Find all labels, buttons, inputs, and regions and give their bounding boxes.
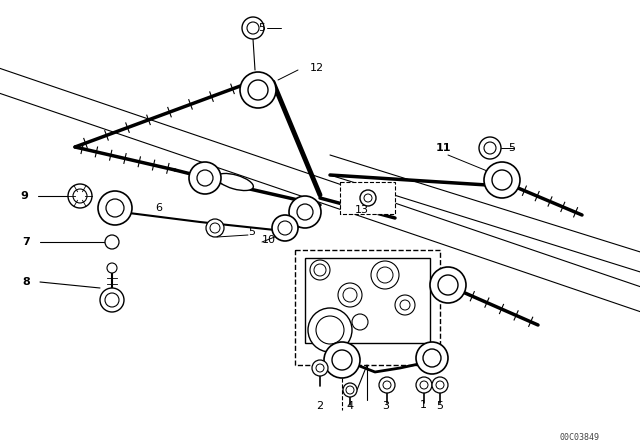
Circle shape [352,314,368,330]
Ellipse shape [433,276,463,293]
FancyBboxPatch shape [305,258,430,343]
Circle shape [240,72,276,108]
Circle shape [297,204,313,220]
Circle shape [310,260,330,280]
Circle shape [430,267,466,303]
Circle shape [289,196,321,228]
Circle shape [360,190,376,206]
Circle shape [197,170,213,186]
Text: 8: 8 [22,277,29,287]
Text: 4: 4 [346,401,353,411]
Text: 2: 2 [316,401,323,411]
Circle shape [316,364,324,372]
Circle shape [105,293,119,307]
Circle shape [189,162,221,194]
Circle shape [272,215,298,241]
Circle shape [420,381,428,389]
Text: 00C03849: 00C03849 [560,434,600,443]
Circle shape [346,386,354,394]
Circle shape [308,308,352,352]
Circle shape [248,80,268,100]
Text: 3: 3 [382,401,389,411]
Text: 5: 5 [508,143,515,153]
Circle shape [395,295,415,315]
Circle shape [98,191,132,225]
Circle shape [416,377,432,393]
Ellipse shape [101,300,123,308]
Circle shape [107,263,117,273]
Text: 7: 7 [22,237,29,247]
Circle shape [400,300,410,310]
Circle shape [338,283,362,307]
Circle shape [438,275,458,295]
Circle shape [247,22,259,34]
Circle shape [364,194,372,202]
Text: 5: 5 [248,227,255,237]
Ellipse shape [216,173,253,190]
Text: 10: 10 [262,235,276,245]
Circle shape [73,189,87,203]
Circle shape [436,381,444,389]
Circle shape [377,267,393,283]
Circle shape [105,235,119,249]
Circle shape [423,349,441,367]
Circle shape [314,264,326,276]
Circle shape [312,360,328,376]
Circle shape [343,288,357,302]
Circle shape [106,199,124,217]
FancyBboxPatch shape [340,182,395,214]
Text: 9: 9 [20,191,28,201]
Circle shape [371,261,399,289]
Ellipse shape [325,349,359,371]
FancyBboxPatch shape [295,250,440,365]
Circle shape [332,350,352,370]
Circle shape [324,342,360,378]
Circle shape [206,219,224,237]
Text: 1: 1 [420,400,427,410]
Text: 5: 5 [436,401,443,411]
Circle shape [278,221,292,235]
Circle shape [100,288,124,312]
Circle shape [379,377,395,393]
Text: 5: 5 [258,23,265,33]
Circle shape [484,162,520,198]
Ellipse shape [243,82,273,98]
Circle shape [492,170,512,190]
Circle shape [484,142,496,154]
Text: 13: 13 [355,205,369,215]
Circle shape [210,223,220,233]
Text: 11: 11 [436,143,451,153]
Circle shape [432,377,448,393]
Circle shape [343,383,357,397]
Circle shape [383,381,391,389]
Text: 6: 6 [155,203,162,213]
Ellipse shape [100,197,130,219]
Circle shape [316,316,344,344]
Circle shape [479,137,501,159]
Text: 12: 12 [310,63,324,73]
Circle shape [68,184,92,208]
Ellipse shape [487,172,517,188]
Circle shape [416,342,448,374]
Circle shape [242,17,264,39]
